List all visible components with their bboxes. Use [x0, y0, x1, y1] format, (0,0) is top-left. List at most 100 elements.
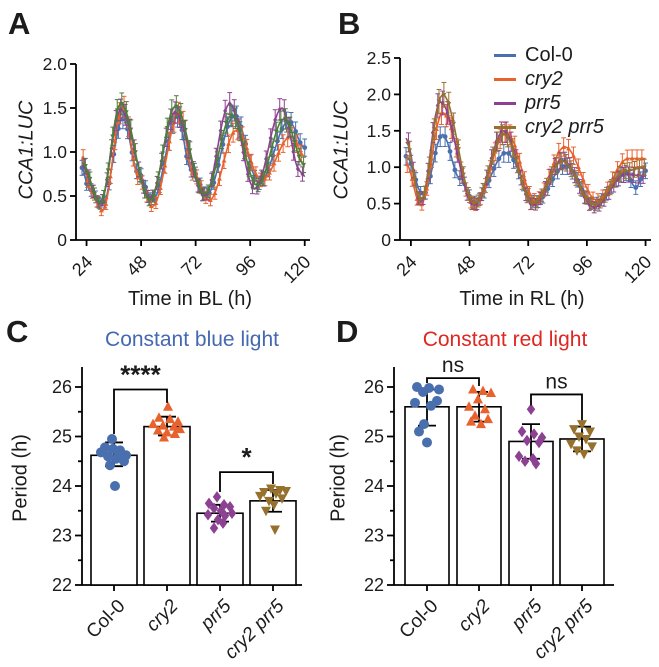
data-point [119, 456, 129, 467]
data-point [123, 110, 129, 115]
data-point [446, 102, 452, 107]
data-point [499, 129, 504, 135]
data-point [233, 116, 238, 121]
panel-b-label: B [338, 6, 361, 41]
data-point [571, 153, 576, 158]
category-label: Col-0 [83, 596, 130, 643]
data-point [638, 176, 644, 182]
x-tick-label: 72 [177, 252, 205, 280]
data-point [262, 176, 268, 181]
data-point [119, 102, 125, 107]
data-point [500, 132, 505, 138]
data-point [277, 494, 287, 504]
data-point [158, 420, 168, 430]
mean-bar [90, 454, 138, 586]
category-label: cry2 [454, 595, 495, 636]
data-point [490, 153, 496, 159]
data-point [142, 189, 147, 195]
data-point [255, 491, 265, 502]
data-point [270, 525, 280, 536]
category-label: prr5 [196, 595, 236, 635]
panel-a-label: A [8, 6, 31, 41]
data-point [558, 159, 564, 165]
x-tick-label: 24 [68, 252, 96, 280]
data-point [287, 124, 293, 130]
data-point [407, 148, 413, 153]
y-tick-label: 0 [381, 230, 391, 250]
category-cry2 [456, 383, 502, 586]
data-point [437, 134, 443, 140]
data-point [629, 155, 635, 161]
data-point [218, 517, 228, 529]
data-point [641, 165, 647, 170]
y-tick-label: 2.5 [367, 48, 391, 68]
data-point [163, 401, 173, 411]
data-point [98, 207, 104, 213]
data-point [226, 141, 231, 146]
data-point [302, 145, 308, 151]
data-point [223, 108, 228, 114]
data-point [569, 425, 579, 435]
data-point [585, 427, 595, 438]
data-point [162, 162, 168, 168]
y-tick-label: 26 [364, 377, 384, 397]
data-point [607, 186, 613, 191]
data-point [173, 104, 179, 110]
data-point [209, 522, 219, 534]
data-point [470, 201, 476, 206]
y-tick-label: 26 [52, 377, 72, 397]
category-cry2-prr5 [559, 420, 605, 586]
data-point [112, 138, 118, 143]
data-point [178, 112, 184, 117]
data-point [159, 431, 169, 442]
data-point [514, 162, 520, 168]
data-point [524, 194, 530, 200]
y-tick-label: 0.5 [43, 186, 67, 206]
panel-c-label: C [6, 314, 29, 349]
data-point [418, 386, 428, 397]
data-point [476, 418, 486, 429]
x-tick-label: 96 [232, 252, 260, 280]
y-tick-label: 2.0 [367, 84, 392, 104]
panel-a-y-axis-title: CCA1:LUC [15, 100, 38, 200]
data-point [219, 137, 225, 143]
data-point [148, 418, 158, 429]
data-point [269, 500, 279, 511]
panel-a-x-axis-title: Time in BL (h) [127, 288, 253, 310]
data-point [230, 130, 236, 135]
data-point [266, 484, 276, 494]
data-point [475, 199, 481, 204]
panel-d-title: Constant red light [422, 328, 588, 351]
y-tick-label: 0.5 [367, 194, 391, 214]
significance-label: ns [442, 354, 464, 377]
data-point [434, 384, 444, 395]
data-point [583, 195, 589, 201]
data-point [273, 117, 278, 123]
panel-a-line-chart: 0 0.5 1.0 1.5 2.0 24 48 72 96 120 [43, 54, 315, 287]
data-point [237, 129, 243, 134]
data-point [271, 489, 281, 499]
data-point [522, 176, 527, 181]
data-point [514, 450, 524, 463]
data-point [441, 92, 447, 98]
data-point [534, 436, 544, 449]
data-point [92, 192, 97, 197]
data-point [286, 124, 291, 131]
data-point [581, 434, 591, 445]
category-label: Col-0 [396, 596, 443, 643]
data-point [579, 449, 589, 460]
data-point [192, 168, 197, 174]
data-point [461, 172, 466, 178]
data-point [431, 127, 437, 132]
data-point [577, 420, 587, 430]
significance-bracket [530, 393, 583, 421]
data-point [447, 149, 453, 154]
data-point [217, 176, 222, 181]
data-point [553, 163, 559, 169]
data-point [612, 178, 618, 183]
data-point [474, 201, 479, 207]
y-tick-label: 0 [57, 230, 67, 250]
data-point [253, 171, 259, 176]
data-point [465, 192, 471, 197]
